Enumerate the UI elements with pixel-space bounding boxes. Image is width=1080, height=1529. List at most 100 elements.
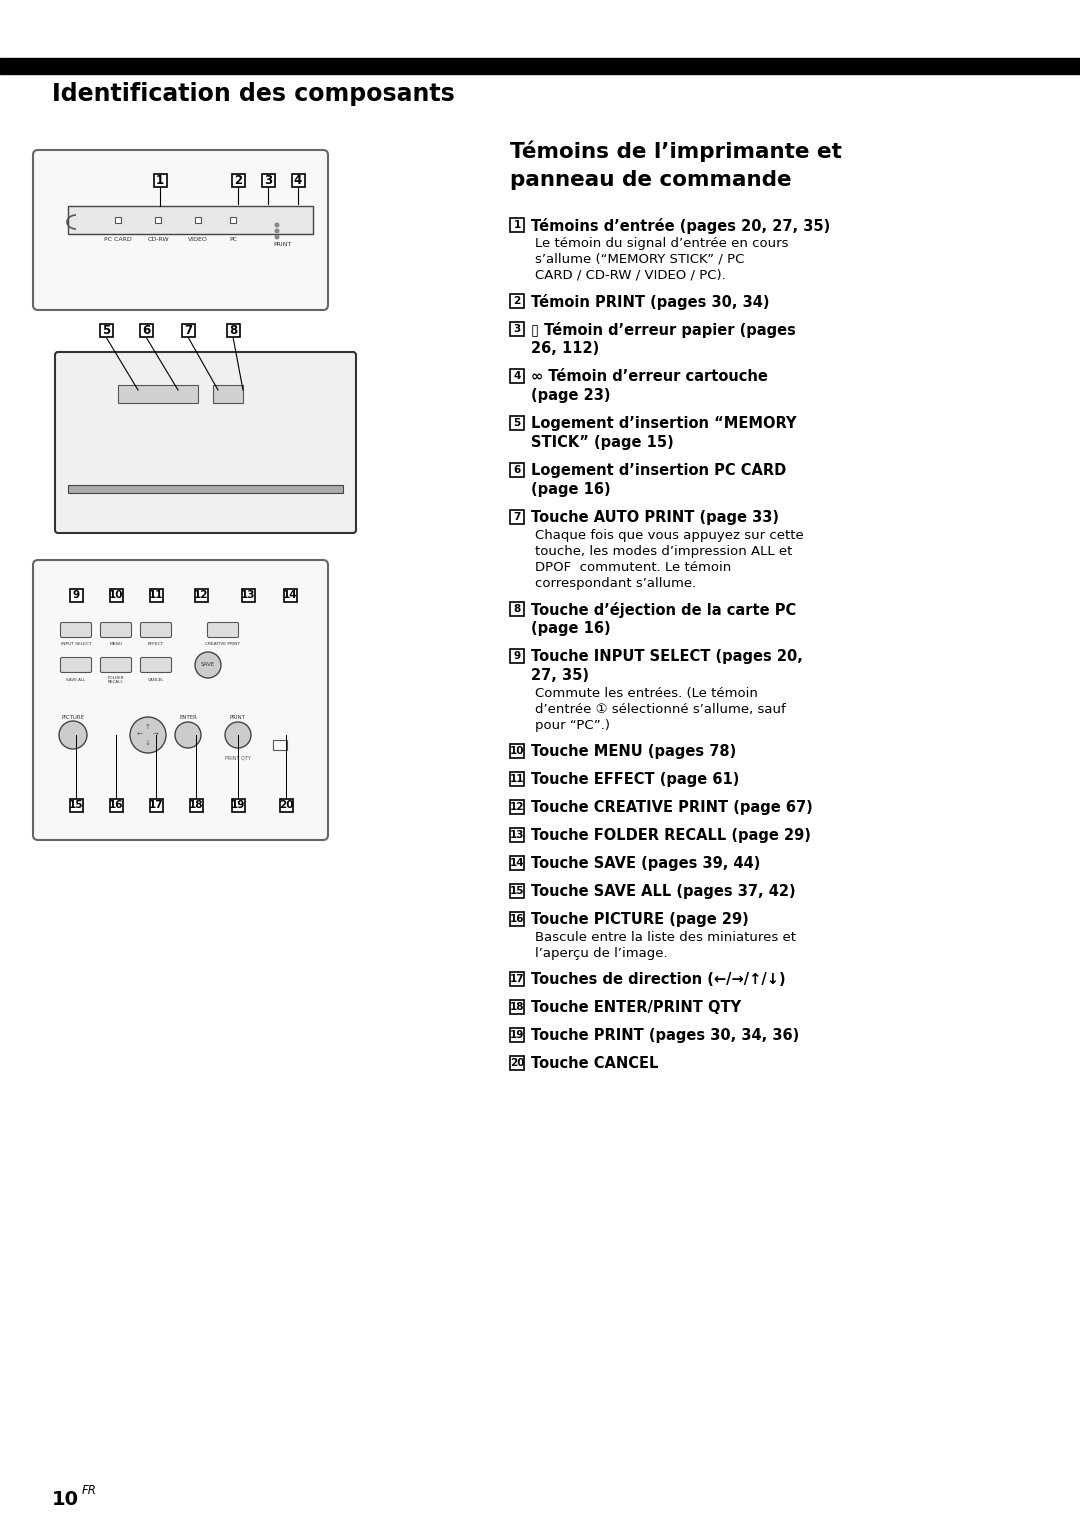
- Text: CREATIVE PRINT: CREATIVE PRINT: [205, 642, 241, 645]
- Text: Touche d’éjection de la carte PC: Touche d’éjection de la carte PC: [531, 602, 796, 618]
- Text: ←: ←: [137, 732, 143, 739]
- Bar: [69, 589, 82, 601]
- Bar: [510, 1000, 524, 1014]
- Bar: [227, 324, 240, 336]
- Text: 26, 112): 26, 112): [531, 341, 599, 356]
- Circle shape: [59, 722, 87, 749]
- Circle shape: [274, 234, 280, 240]
- Bar: [109, 798, 122, 812]
- Text: 18: 18: [189, 800, 203, 810]
- Text: Le témoin du signal d’entrée en cours: Le témoin du signal d’entrée en cours: [535, 237, 788, 251]
- Bar: [510, 884, 524, 898]
- Text: Touche INPUT SELECT (pages 20,: Touche INPUT SELECT (pages 20,: [531, 648, 802, 664]
- Text: 9: 9: [72, 590, 80, 599]
- Text: Témoins de l’imprimante et: Témoins de l’imprimante et: [510, 141, 842, 162]
- Text: 10: 10: [510, 746, 524, 755]
- Text: 3: 3: [513, 324, 521, 333]
- Text: d’entrée ① sélectionné s’allume, sauf: d’entrée ① sélectionné s’allume, sauf: [535, 703, 786, 716]
- Text: FOLDER
RECALL: FOLDER RECALL: [108, 676, 124, 685]
- Text: 19: 19: [510, 1031, 524, 1040]
- Text: Touche PICTURE (page 29): Touche PICTURE (page 29): [531, 911, 748, 927]
- FancyBboxPatch shape: [100, 657, 132, 673]
- Text: 27, 35): 27, 35): [531, 668, 589, 683]
- Bar: [242, 589, 255, 601]
- Text: PC CARD: PC CARD: [104, 237, 132, 242]
- Text: 15: 15: [510, 885, 524, 896]
- Bar: [194, 589, 207, 601]
- Text: 19: 19: [231, 800, 245, 810]
- Text: 11: 11: [510, 774, 524, 784]
- Text: 5: 5: [102, 324, 110, 336]
- Bar: [510, 294, 524, 307]
- FancyBboxPatch shape: [60, 657, 92, 673]
- FancyBboxPatch shape: [207, 622, 239, 638]
- Text: Touches de direction (←/→/↑/↓): Touches de direction (←/→/↑/↓): [531, 972, 785, 988]
- Text: 10: 10: [52, 1489, 79, 1509]
- Bar: [99, 324, 112, 336]
- Bar: [231, 173, 244, 187]
- Bar: [156, 217, 161, 223]
- Bar: [118, 385, 198, 404]
- FancyBboxPatch shape: [140, 657, 172, 673]
- Bar: [189, 798, 203, 812]
- Text: SAVE ALL: SAVE ALL: [66, 677, 85, 682]
- Text: Touche ENTER/PRINT QTY: Touche ENTER/PRINT QTY: [531, 1000, 741, 1015]
- Text: STICK” (page 15): STICK” (page 15): [531, 434, 674, 450]
- FancyBboxPatch shape: [60, 622, 92, 638]
- Text: 13: 13: [241, 590, 255, 599]
- Text: l’aperçu de l’image.: l’aperçu de l’image.: [535, 946, 667, 960]
- Text: SAVE: SAVE: [201, 662, 215, 668]
- Text: →: →: [153, 732, 159, 739]
- Text: pour “PC”.): pour “PC”.): [535, 719, 610, 732]
- Circle shape: [195, 651, 221, 677]
- Text: s’allume (“MEMORY STICK” / PC: s’allume (“MEMORY STICK” / PC: [535, 252, 744, 266]
- Bar: [510, 602, 524, 616]
- Bar: [510, 1057, 524, 1070]
- Text: (page 16): (page 16): [531, 621, 610, 636]
- Bar: [109, 589, 122, 601]
- Text: DPOF  commutent. Le témoin: DPOF commutent. Le témoin: [535, 561, 731, 573]
- Bar: [510, 856, 524, 870]
- Bar: [280, 798, 293, 812]
- Bar: [510, 1027, 524, 1041]
- Text: PRINT QTY: PRINT QTY: [225, 755, 251, 760]
- Circle shape: [130, 717, 166, 752]
- Text: Touche FOLDER RECALL (page 29): Touche FOLDER RECALL (page 29): [531, 829, 811, 842]
- Text: 1: 1: [156, 173, 164, 187]
- Bar: [69, 798, 82, 812]
- Bar: [153, 173, 166, 187]
- Text: ▯ Témoin d’erreur papier (pages: ▯ Témoin d’erreur papier (pages: [531, 323, 796, 338]
- Text: 9: 9: [513, 651, 521, 661]
- FancyBboxPatch shape: [140, 622, 172, 638]
- Text: ↓: ↓: [145, 740, 151, 746]
- Text: PRINT: PRINT: [230, 716, 246, 720]
- Text: 18: 18: [510, 1001, 524, 1012]
- FancyBboxPatch shape: [100, 622, 132, 638]
- Text: Témoins d’entrée (pages 20, 27, 35): Témoins d’entrée (pages 20, 27, 35): [531, 219, 831, 234]
- Bar: [510, 972, 524, 986]
- FancyBboxPatch shape: [33, 150, 328, 310]
- Bar: [510, 772, 524, 786]
- Bar: [139, 324, 152, 336]
- Text: Touche SAVE (pages 39, 44): Touche SAVE (pages 39, 44): [531, 856, 760, 872]
- Bar: [149, 589, 162, 601]
- Bar: [213, 385, 243, 404]
- Text: 16: 16: [510, 914, 524, 924]
- Text: 16: 16: [109, 800, 123, 810]
- Bar: [510, 463, 524, 477]
- Text: Touche CREATIVE PRINT (page 67): Touche CREATIVE PRINT (page 67): [531, 800, 813, 815]
- Text: 15: 15: [69, 800, 83, 810]
- Text: CD-RW: CD-RW: [147, 237, 168, 242]
- Text: 4: 4: [294, 173, 302, 187]
- Circle shape: [274, 223, 280, 228]
- Text: 11: 11: [149, 590, 163, 599]
- Text: Identification des composants: Identification des composants: [52, 83, 455, 106]
- Text: 14: 14: [510, 858, 524, 868]
- Text: 3: 3: [264, 173, 272, 187]
- Text: 12: 12: [510, 803, 524, 812]
- Text: (page 16): (page 16): [531, 482, 610, 497]
- Bar: [510, 911, 524, 927]
- Text: Logement d’insertion “MEMORY: Logement d’insertion “MEMORY: [531, 416, 797, 431]
- Text: touche, les modes d’impression ALL et: touche, les modes d’impression ALL et: [535, 544, 793, 558]
- Bar: [273, 740, 287, 751]
